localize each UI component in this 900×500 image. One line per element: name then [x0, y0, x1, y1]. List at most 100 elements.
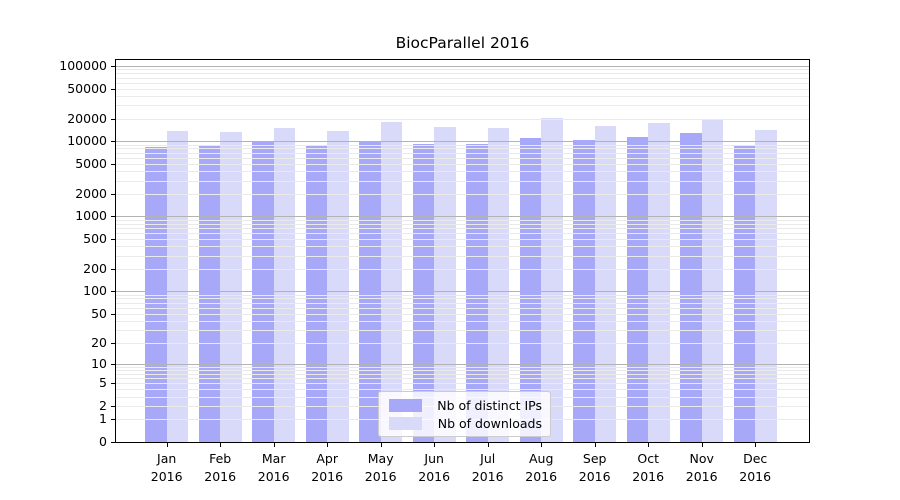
minor-gridline	[116, 298, 809, 300]
x-tick-year: 2016	[204, 469, 237, 484]
y-tick-label: 10	[91, 355, 107, 371]
y-tick-mark	[111, 88, 115, 90]
x-tick-mark	[487, 443, 489, 447]
y-tick-label: 5000	[75, 155, 107, 171]
legend-row-distinct-ips: Nb of distinct IPs	[389, 397, 542, 413]
y-tick-label: 1000	[75, 208, 107, 224]
minor-gridline	[116, 105, 809, 107]
y-tick-mark	[111, 238, 115, 240]
legend-swatch-distinct-ips	[389, 398, 422, 412]
minor-gridline	[116, 163, 809, 165]
minor-gridline	[116, 383, 809, 385]
bar-downloads-nov	[701, 118, 724, 442]
minor-gridline	[116, 228, 809, 229]
y-tick-mark	[111, 118, 115, 120]
y-tick-mark	[111, 313, 115, 315]
x-tick-label-feb: Feb 2016	[190, 450, 250, 486]
x-tick-label-mar: Mar 2016	[244, 450, 304, 486]
minor-gridline	[116, 268, 809, 270]
minor-gridline	[116, 378, 809, 380]
minor-gridline	[116, 180, 809, 182]
bar-distinct-ips-oct	[626, 136, 649, 442]
bar-downloads-jul	[487, 127, 510, 442]
y-tick-label: 20	[91, 334, 107, 350]
y-tick-mark	[111, 193, 115, 195]
x-tick-mark	[594, 443, 596, 447]
legend-label-distinct-ips: Nb of distinct IPs	[437, 397, 542, 413]
x-tick-label-apr: Apr 2016	[297, 450, 357, 486]
x-tick-year: 2016	[739, 469, 772, 484]
bar-downloads-jun	[434, 126, 456, 442]
x-tick-label-aug: Aug 2016	[511, 450, 571, 486]
y-tick-label: 0	[99, 434, 107, 449]
minor-gridline	[116, 88, 809, 90]
x-tick-label-jul: Jul 2016	[458, 450, 518, 486]
y-tick-label: 50	[91, 305, 107, 321]
x-tick-label-dec: Dec 2016	[725, 450, 785, 486]
x-tick-year: 2016	[578, 469, 611, 484]
major-gridline	[116, 291, 809, 293]
x-tick-year: 2016	[685, 469, 718, 484]
minor-gridline	[116, 233, 809, 235]
minor-gridline	[116, 342, 809, 344]
x-tick-label-may: May 2016	[351, 450, 411, 486]
minor-gridline	[116, 294, 809, 296]
bar-distinct-ips-nov	[680, 133, 702, 442]
y-tick-label: 20000	[67, 110, 107, 126]
bar-downloads-sep	[594, 125, 617, 442]
x-tick-year: 2016	[418, 469, 451, 484]
minor-gridline	[116, 238, 809, 240]
y-tick-mark	[111, 419, 115, 421]
x-tick-mark	[380, 443, 382, 447]
y-tick-mark	[111, 342, 115, 344]
x-tick-mark	[434, 443, 436, 447]
x-tick-label-jan: Jan 2016	[137, 450, 197, 486]
minor-gridline	[116, 171, 809, 173]
x-tick-mark	[273, 443, 275, 447]
y-tick-label: 2	[99, 398, 107, 414]
minor-gridline	[116, 223, 809, 225]
x-tick-mark	[327, 443, 329, 447]
y-tick-label: 50000	[67, 80, 107, 96]
x-tick-year: 2016	[471, 469, 504, 484]
x-tick-label-oct: Oct 2016	[618, 450, 678, 486]
legend-row-downloads: Nb of downloads	[389, 415, 542, 431]
bar-downloads-mar	[273, 127, 296, 442]
minor-gridline	[116, 157, 809, 159]
x-tick-mark	[541, 443, 543, 447]
plot-area: Nb of distinct IPs Nb of downloads	[115, 59, 810, 443]
minor-gridline	[116, 152, 809, 154]
x-tick-label-jun: Jun 2016	[404, 450, 464, 486]
x-tick-mark	[755, 443, 757, 447]
y-tick-mark	[111, 363, 115, 365]
chart-title: BiocParallel 2016	[395, 34, 530, 52]
minor-gridline	[116, 389, 809, 391]
grid-layer	[116, 60, 809, 442]
minor-gridline	[116, 82, 809, 84]
bar-distinct-ips-aug	[519, 138, 542, 442]
y-tick-label: 100000	[59, 57, 107, 73]
y-tick-mark	[111, 268, 115, 270]
minor-gridline	[116, 366, 809, 368]
major-gridline	[116, 65, 809, 67]
y-tick-mark	[111, 291, 115, 293]
legend: Nb of distinct IPs Nb of downloads	[378, 391, 551, 437]
minor-gridline	[116, 69, 809, 71]
minor-gridline	[116, 95, 809, 97]
minor-gridline	[116, 374, 809, 376]
minor-gridline	[116, 144, 809, 146]
y-tick-label: 2000	[75, 185, 107, 201]
legend-label-downloads: Nb of downloads	[437, 415, 542, 431]
y-tick-label: 5	[99, 375, 107, 391]
y-tick-mark	[111, 163, 115, 165]
minor-gridline	[116, 255, 809, 257]
minor-gridline	[116, 148, 809, 150]
major-gridline	[116, 216, 809, 218]
minor-gridline	[116, 219, 809, 221]
minor-gridline	[116, 370, 809, 372]
minor-gridline	[116, 246, 809, 248]
y-tick-label: 1	[99, 411, 107, 427]
y-tick-label: 10000	[67, 133, 107, 149]
x-tick-year: 2016	[364, 469, 397, 484]
